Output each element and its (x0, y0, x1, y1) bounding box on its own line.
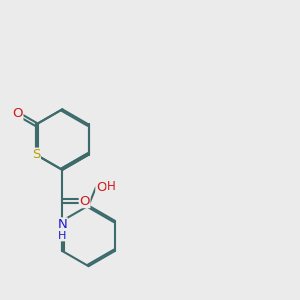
Text: N: N (57, 218, 67, 231)
Text: O: O (12, 107, 23, 120)
Text: H: H (107, 180, 116, 193)
Text: OH: OH (96, 181, 116, 194)
Text: H: H (58, 231, 67, 241)
Text: S: S (32, 148, 40, 161)
Text: O: O (80, 195, 90, 208)
